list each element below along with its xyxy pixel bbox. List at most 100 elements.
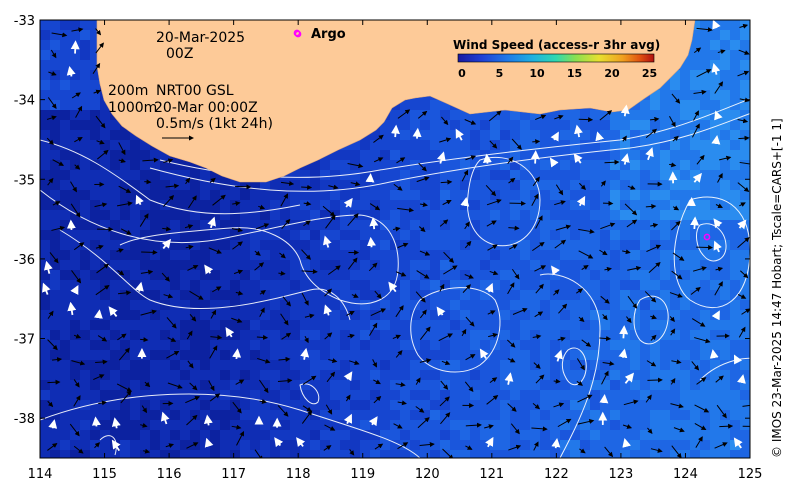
wind-speed-cell xyxy=(80,280,90,290)
wind-speed-cell xyxy=(560,200,570,210)
wind-speed-cell xyxy=(540,230,550,240)
wind-arrow xyxy=(212,286,222,293)
wind-speed-cell xyxy=(630,360,640,370)
wind-speed-cell xyxy=(500,190,510,200)
wind-speed-cell xyxy=(520,380,530,390)
wind-speed-cell xyxy=(560,410,570,420)
wind-speed-cell xyxy=(700,300,710,310)
wind-arrow xyxy=(346,310,355,316)
wind-speed-cell xyxy=(420,220,430,230)
wind-speed-cell xyxy=(250,440,260,450)
wind-arrow xyxy=(622,424,633,429)
wind-speed-cell xyxy=(140,180,150,190)
wind-speed-cell xyxy=(280,230,290,240)
wind-speed-cell xyxy=(40,180,50,190)
wind-speed-cell xyxy=(670,350,680,360)
wind-speed-cell xyxy=(600,330,610,340)
wind-speed-cell xyxy=(80,410,90,420)
wind-speed-cell xyxy=(270,390,280,400)
wind-arrow xyxy=(439,219,449,227)
wind-speed-cell xyxy=(40,370,50,380)
wind-speed-cell xyxy=(140,400,150,410)
wind-arrow xyxy=(716,404,727,419)
wind-speed-cell xyxy=(520,330,530,340)
argo-legend-marker xyxy=(294,30,302,38)
wind-speed-cell xyxy=(540,160,550,170)
wind-speed-cell xyxy=(310,310,320,320)
wind-arrow xyxy=(715,266,724,272)
wind-speed-cell xyxy=(170,390,180,400)
wind-speed-cell xyxy=(110,210,120,220)
wind-speed-cell xyxy=(340,270,350,280)
wind-speed-cell xyxy=(420,360,430,370)
wind-speed-cell xyxy=(500,220,510,230)
wind-speed-cell xyxy=(690,420,700,430)
wind-speed-cell xyxy=(460,410,470,420)
wind-speed-cell xyxy=(550,120,560,130)
wind-speed-cell xyxy=(270,260,280,270)
wind-speed-cell xyxy=(560,290,570,300)
wind-speed-cell xyxy=(430,310,440,320)
wind-speed-cell xyxy=(90,220,100,230)
wind-speed-cell xyxy=(270,420,280,430)
wind-speed-cell xyxy=(580,310,590,320)
wind-speed-cell xyxy=(720,30,730,40)
wind-speed-cell xyxy=(370,400,380,410)
wind-speed-cell xyxy=(330,230,340,240)
wind-speed-cell xyxy=(730,190,740,200)
wind-speed-cell xyxy=(470,210,480,220)
wind-speed-cell xyxy=(320,290,330,300)
wind-speed-cell xyxy=(710,140,720,150)
wind-speed-cell xyxy=(210,230,220,240)
wind-speed-cell xyxy=(410,200,420,210)
wind-arrow xyxy=(419,442,435,448)
wind-speed-cell xyxy=(180,290,190,300)
y-tick-label: -36 xyxy=(14,253,35,268)
wind-speed-cell xyxy=(280,440,290,450)
wind-speed-cell xyxy=(290,390,300,400)
wind-speed-cell xyxy=(470,370,480,380)
wind-speed-cell xyxy=(200,450,210,458)
wind-speed-cell xyxy=(530,140,540,150)
wind-speed-cell xyxy=(520,160,530,170)
wind-speed-cell xyxy=(200,170,210,180)
wind-speed-cell xyxy=(380,430,390,440)
wind-speed-cell xyxy=(500,400,510,410)
wind-speed-cell xyxy=(740,400,750,410)
wind-arrow xyxy=(187,265,199,271)
wind-arrow xyxy=(301,269,318,275)
wind-speed-cell xyxy=(330,410,340,420)
wind-speed-cell xyxy=(720,350,730,360)
wind-speed-cell xyxy=(360,270,370,280)
wind-speed-cell xyxy=(350,330,360,340)
wind-speed-cell xyxy=(520,240,530,250)
wind-speed-cell xyxy=(640,400,650,410)
wind-speed-cell xyxy=(560,420,570,430)
wind-arrow xyxy=(576,380,583,386)
wind-speed-cell xyxy=(80,330,90,340)
wind-speed-cell xyxy=(150,250,160,260)
wind-speed-cell xyxy=(360,400,370,410)
wind-speed-cell xyxy=(480,320,490,330)
wind-speed-cell xyxy=(430,220,440,230)
current-arrow xyxy=(48,419,58,429)
wind-speed-cell xyxy=(90,330,100,340)
wind-speed-cell xyxy=(550,290,560,300)
wind-speed-cell xyxy=(680,440,690,450)
wind-arrow xyxy=(534,265,547,272)
wind-speed-cell xyxy=(390,340,400,350)
wind-speed-cell xyxy=(130,140,140,150)
wind-speed-cell xyxy=(120,290,130,300)
wind-speed-cell xyxy=(670,320,680,330)
wind-speed-cell xyxy=(510,120,520,130)
wind-speed-cell xyxy=(670,440,680,450)
wind-speed-cell xyxy=(310,170,320,180)
wind-speed-cell xyxy=(270,400,280,410)
wind-speed-cell xyxy=(540,290,550,300)
wind-speed-cell xyxy=(700,180,710,190)
wind-speed-cell xyxy=(310,180,320,190)
wind-arrow xyxy=(670,403,684,409)
wind-speed-cell xyxy=(700,420,710,430)
wind-speed-cell xyxy=(260,430,270,440)
wind-arrow xyxy=(280,193,289,207)
